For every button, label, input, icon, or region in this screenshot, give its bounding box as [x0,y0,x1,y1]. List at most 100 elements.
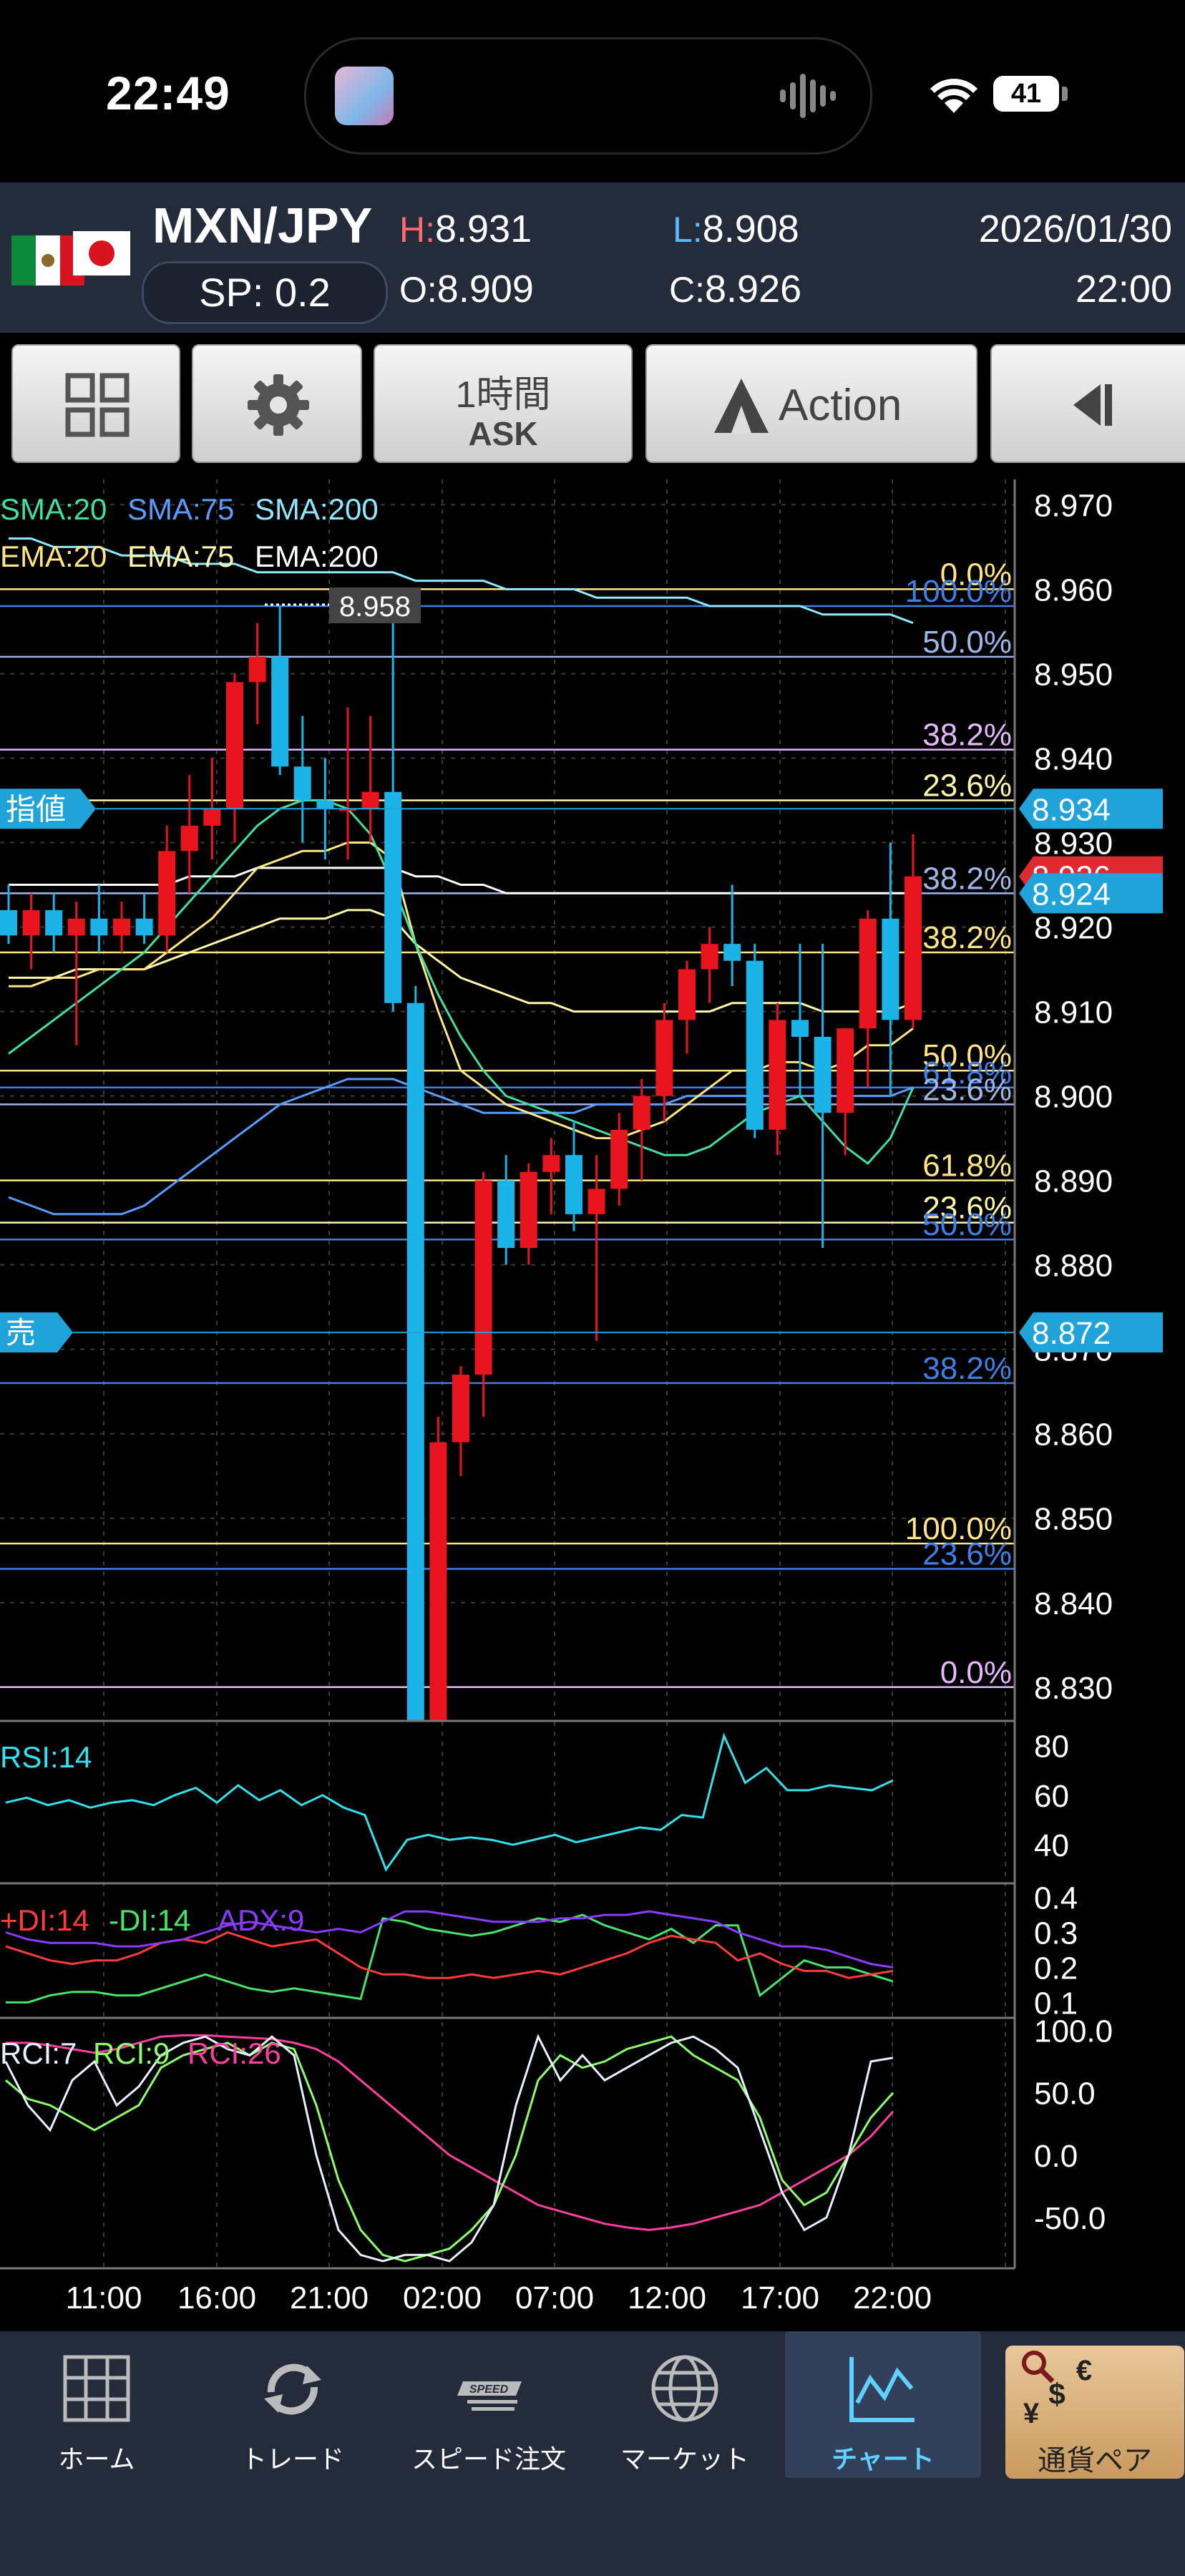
candle [678,960,696,1054]
close-value: C:8.926 [669,268,802,311]
svg-text:SPEED: SPEED [469,2384,509,2396]
fib-level-label: 38.2% [922,1351,1012,1386]
panel-tick-label: 0.4 [1034,1881,1078,1916]
x-tick-label: 16:00 [177,2280,256,2316]
nav-home[interactable]: ホーム [0,2331,193,2478]
fib-level-label: 38.2% [922,920,1012,955]
nav-trade[interactable]: トレード [196,2331,389,2478]
panel-tick-label: -50.0 [1034,2201,1106,2236]
x-tick-label: 11:00 [66,2280,142,2316]
candle [406,986,424,1721]
dynamic-island[interactable] [304,37,872,155]
audio-wave-icon [780,74,836,118]
order-tag-label: 売 [6,1316,36,1350]
legend-entry: SMA:200 [255,492,379,526]
nav-market[interactable]: マーケット [588,2331,781,2478]
legend-entry: EMA:20 [0,540,107,573]
fib-level-label: 100.0% [905,1511,1012,1546]
fib-level-label: 38.2% [922,718,1012,753]
candle [452,1366,469,1476]
x-tick-label: 21:00 [290,2280,369,2316]
legend-entry: SMA:20 [0,492,107,526]
nav-speed-order[interactable]: SPEED スピード注文 [392,2331,585,2478]
y-tick-label: 8.940 [1034,741,1113,776]
timeframe-button[interactable]: 1時間 ASK [374,344,633,463]
candle [859,909,877,1088]
bar-time: 22:00 [1075,268,1172,311]
price-tag [1019,789,1163,829]
candle [837,1028,854,1156]
candle [248,623,266,725]
candle [655,1002,673,1122]
candle [180,775,198,894]
legend-entry: +DI:14 [0,1903,89,1937]
collapse-left-icon [1073,384,1112,426]
candle [226,673,243,843]
globe-icon [651,2355,718,2422]
fib-level-label: 100.0% [905,574,1012,609]
layout-button[interactable] [11,344,180,463]
candle [723,884,741,987]
fib-level-label: 61.8% [922,1148,1012,1184]
chart-area[interactable]: 0.0% 100.0% 50.0% 38.2% 23.6% 38.2% 38.2% 50.0%… [0,479,1185,2333]
x-tick-label: 07:00 [515,2280,594,2316]
y-tick-label: 8.920 [1034,911,1113,946]
status-time: 22:49 [106,67,230,119]
y-tick-label: 8.930 [1034,826,1113,862]
nav-home-label: ホーム [58,2444,135,2474]
candle [610,1113,628,1206]
svg-text:$: $ [1048,2377,1065,2411]
panel-tick-label: 0.0 [1034,2139,1078,2174]
fib-level-label: 23.6% [922,769,1012,804]
settings-button[interactable] [192,344,362,463]
panel-tick-label: 40 [1034,1828,1069,1863]
currency-pair-button[interactable]: € $ ¥ 通貨ペア [1005,2346,1184,2479]
home-grid-icon [63,2355,130,2422]
legend-entry: RCI:9 [93,2036,170,2070]
price-tag [1019,873,1163,914]
high-marker-label: 8.958 [339,591,411,623]
collapse-panel-button[interactable] [990,344,1185,463]
y-tick-label: 8.960 [1034,572,1113,608]
candlestick-chart[interactable]: 0.0%100.0%50.0%38.2%23.6%38.2%38.2%50.0%… [0,479,1185,2333]
fib-level-label: 50.0% [922,1038,1012,1073]
grid-icon [65,373,130,437]
action-button[interactable]: Action [645,344,977,463]
panel-tick-label: 0.3 [1034,1916,1078,1951]
y-tick-label: 8.880 [1034,1249,1113,1284]
currency-pair-label: 通貨ペア [1038,2445,1152,2477]
fib-level-label: 23.6% [922,1191,1012,1226]
bar-date: 2026/01/30 [978,208,1172,250]
candle [633,1078,650,1181]
y-tick-label: 8.830 [1034,1671,1113,1706]
order-tag[interactable] [0,789,96,829]
timeframe-label: 1時間 [455,374,551,416]
fib-level-label: 61.8% [922,1055,1012,1091]
chart-toolbar: 1時間 ASK Action [0,333,1185,479]
panel-tick-label: 60 [1034,1779,1069,1814]
candle [67,902,85,1045]
candle [882,842,899,1096]
nav-speed-order-label: スピード注文 [411,2444,566,2474]
legend-entry: RCI:7 [0,2036,77,2070]
candle [361,716,379,843]
legend-entry: ADX:9 [218,1903,304,1937]
candle [0,884,17,945]
nav-chart[interactable]: チャート [785,2331,981,2478]
panel-tick-label: 50.0 [1034,2077,1096,2112]
minus-di-line [6,1913,894,2004]
candle [158,825,176,952]
price-axis [1015,479,1185,2268]
action-label: Action [779,381,902,430]
y-tick-label: 8.850 [1034,1502,1113,1537]
candle [22,893,40,970]
candle [746,944,764,1138]
x-tick-label: 17:00 [741,2280,819,2316]
rci9-line [5,2035,894,2263]
y-tick-label: 8.840 [1034,1586,1113,1621]
order-tag[interactable] [0,1312,73,1353]
currency-pair[interactable]: MXN/JPY [152,197,373,253]
high-marker-box [329,587,421,624]
svg-text:¥: ¥ [1023,2398,1040,2426]
candle [474,1171,492,1418]
